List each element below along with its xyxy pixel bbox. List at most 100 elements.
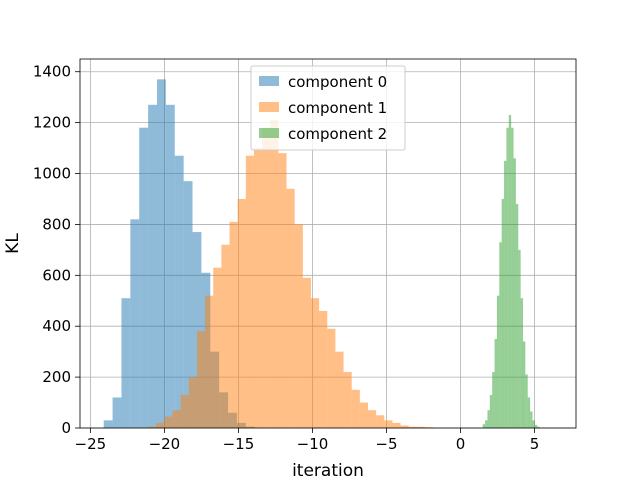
y-tick-label: 200 — [42, 368, 71, 386]
histogram-bar — [174, 155, 184, 429]
histogram-bar — [511, 127, 514, 429]
histogram-bar — [148, 104, 157, 429]
histogram-bar — [367, 410, 377, 428]
histogram-bar — [408, 426, 417, 428]
y-tick-label: 1400 — [33, 63, 71, 81]
histogram-bar — [164, 416, 173, 428]
bars — [103, 79, 540, 429]
histogram-bar — [302, 277, 311, 428]
histogram-bar — [359, 402, 368, 428]
histogram-bar — [221, 244, 230, 428]
histogram-bar — [130, 219, 140, 428]
series-component-2 — [482, 114, 540, 429]
histogram-bar — [237, 198, 246, 428]
histogram-bar — [400, 425, 409, 428]
histogram-bar — [527, 397, 531, 428]
histogram-bar — [525, 374, 528, 428]
y-tick-label: 400 — [42, 317, 71, 335]
histogram-bar — [327, 328, 336, 428]
histogram-bar — [196, 331, 206, 428]
y-tick-label: 600 — [42, 266, 71, 284]
x-tick-label: −20 — [149, 435, 181, 453]
y-tick-label: 800 — [42, 215, 71, 233]
histogram-bar — [148, 426, 157, 428]
histogram-bar — [482, 424, 486, 428]
histogram-bar — [270, 120, 279, 428]
histogram-bar — [515, 204, 519, 428]
legend-label-component-1: component 1 — [288, 99, 387, 117]
histogram-bar — [335, 351, 344, 428]
histogram-bar — [205, 295, 214, 428]
histogram-bar — [310, 298, 320, 428]
x-tick-label: −5 — [375, 435, 397, 453]
y-tick-label: 0 — [61, 419, 71, 437]
histogram-bar — [192, 232, 202, 428]
histogram-bar — [485, 420, 488, 428]
histogram-bar — [229, 221, 238, 428]
histogram-bar — [103, 420, 113, 428]
x-axis-ticks: −25 −20 −15 −10 −5 0 5 — [75, 428, 540, 453]
histogram-bar — [319, 310, 328, 428]
histogram-bar — [139, 127, 149, 429]
histogram-bar — [492, 372, 495, 428]
histogram-bar — [262, 127, 271, 429]
histogram-bar — [172, 410, 181, 428]
histogram-bar — [506, 127, 509, 429]
histogram-bar — [343, 372, 352, 428]
histogram-bar — [392, 422, 401, 428]
x-tick-label: 5 — [530, 435, 540, 453]
histogram-bar — [487, 410, 490, 428]
histogram-bar — [530, 411, 533, 428]
legend: component 0 component 1 component 2 — [250, 65, 406, 151]
x-axis-label: iteration — [292, 461, 364, 480]
plot-frame — [79, 58, 577, 429]
histogram-bar — [494, 338, 497, 428]
histogram-bar — [520, 298, 523, 428]
legend-swatch-component-2 — [259, 128, 279, 138]
histogram-bar — [165, 104, 175, 429]
histogram-bar — [351, 389, 360, 428]
histogram-bar — [156, 422, 165, 428]
y-tick-label: 1000 — [33, 165, 71, 183]
histogram-bar — [534, 424, 538, 428]
histogram-bar — [188, 377, 197, 428]
histogram-bar — [532, 420, 535, 428]
histogram-bar — [513, 158, 516, 428]
x-tick-label: −25 — [75, 435, 107, 453]
x-tick-label: −10 — [297, 435, 329, 453]
histogram-bar — [504, 160, 507, 429]
histogram-bar — [489, 394, 493, 428]
histogram-bar — [121, 298, 131, 428]
histogram-bar — [183, 181, 193, 428]
histogram-bar — [416, 426, 425, 428]
x-tick-label: −15 — [223, 435, 255, 453]
histogram-bar — [508, 114, 512, 428]
y-tick-label: 1200 — [33, 114, 71, 132]
legend-swatch-component-1 — [259, 102, 279, 112]
histogram-bar — [499, 242, 502, 428]
histogram-bar — [112, 397, 122, 428]
legend-label-component-2: component 2 — [288, 125, 387, 143]
histogram-bar — [286, 188, 295, 428]
legend-box — [250, 65, 406, 151]
series-component-1 — [148, 120, 434, 429]
legend-label-component-0: component 0 — [288, 73, 387, 91]
y-axis-label: KL — [3, 233, 23, 254]
legend-swatch-component-0 — [259, 76, 279, 86]
y-axis-ticks: 0 200 400 600 800 1000 1200 1400 — [33, 63, 80, 437]
histogram-bar — [522, 341, 526, 428]
x-tick-label: 0 — [456, 435, 466, 453]
histogram-bar — [496, 295, 500, 428]
histogram-bar — [213, 267, 222, 428]
histogram-bar — [253, 148, 263, 428]
histogram-bar — [156, 79, 166, 429]
histogram-bar — [245, 155, 254, 429]
histogram-bar — [518, 249, 521, 428]
histogram-bar — [384, 420, 393, 428]
histogram-bar — [180, 394, 189, 428]
histogram-bar — [294, 224, 303, 428]
histogram-bar — [278, 153, 287, 428]
histogram-bar — [376, 415, 385, 428]
histogram-bar — [501, 198, 505, 428]
